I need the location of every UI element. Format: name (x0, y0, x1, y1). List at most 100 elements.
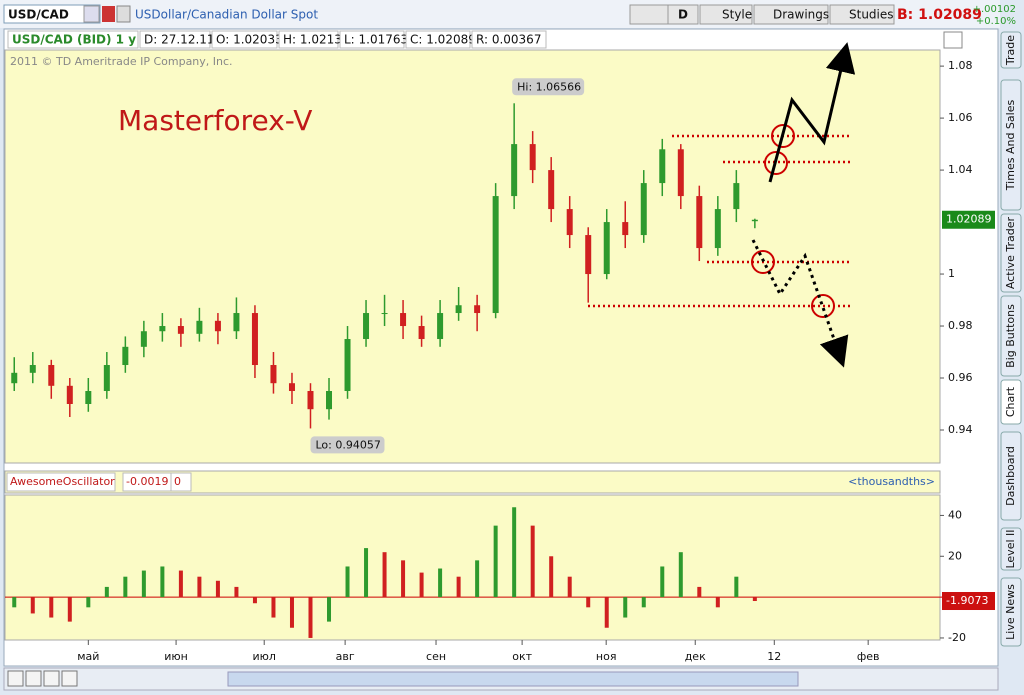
button-label: Style (722, 8, 752, 22)
side-tab[interactable] (1000, 31, 1022, 69)
side-tab[interactable] (1000, 295, 1022, 377)
oscillator-header (4, 470, 941, 494)
symbol: USD/CAD (8, 8, 69, 22)
header-field: C: 1.02089 (410, 33, 476, 47)
candle-body (177, 326, 184, 334)
x-tick-label: май (77, 650, 99, 663)
side-tab-label: Active Trader (1004, 216, 1017, 289)
candle-body (714, 209, 721, 249)
candle-body (270, 365, 277, 384)
candle-body (233, 313, 240, 332)
candle-body (622, 222, 629, 236)
header-field: R: 0.00367 (476, 33, 541, 47)
change-pct: +0.10% (976, 16, 1016, 27)
osc-bar (475, 560, 480, 598)
bull-arrow (768, 42, 856, 183)
candle-body (381, 313, 388, 315)
side-tab[interactable] (1000, 79, 1022, 211)
y-tick-label: -20 (948, 631, 966, 644)
header-cell (278, 30, 339, 49)
candle-body (66, 385, 73, 404)
symbol-description: USDollar/Canadian Dollar Spot (135, 8, 318, 22)
button-d[interactable] (667, 4, 699, 25)
osc-bar (12, 597, 17, 608)
osc-bar (530, 525, 535, 598)
osc-field (6, 472, 116, 492)
side-tab[interactable] (1000, 213, 1022, 293)
candle-body (326, 391, 333, 410)
x-tick-label: авг (336, 650, 355, 663)
y-tick-label: 0.96 (948, 371, 973, 384)
candle-body (29, 365, 36, 373)
bid-price: B: 1.02089 (897, 7, 982, 23)
side-tab-label: Dashboard (1004, 446, 1017, 506)
candle-body (474, 305, 481, 314)
osc-bar (49, 597, 54, 618)
zoom-button[interactable] (25, 670, 42, 687)
header-field: D: 27.12.11 (144, 33, 215, 47)
level-circles (751, 124, 835, 318)
x-tick-label: дек (685, 650, 706, 663)
symbol-input[interactable] (3, 4, 101, 24)
hash-icon[interactable] (116, 5, 131, 23)
osc-field-text: AwesomeOscillator (10, 475, 115, 488)
osc-bar (178, 570, 183, 598)
candle-body (677, 149, 684, 197)
osc-bar (623, 597, 628, 618)
y-tick-label: 0.94 (948, 423, 973, 436)
zoom-button[interactable] (61, 670, 78, 687)
last-price: 1.02089 (946, 213, 992, 226)
candle-body (251, 313, 258, 366)
candle-body (585, 235, 592, 275)
osc-bar (512, 507, 517, 598)
side-tab[interactable] (1000, 379, 1022, 425)
candle-body (140, 331, 147, 347)
side-tab-label: Times And Sales (1004, 100, 1017, 192)
header-cell (471, 30, 547, 49)
side-tab[interactable] (1000, 527, 1022, 571)
osc-bar (734, 576, 739, 598)
candle-body (103, 365, 110, 392)
dropdown[interactable] (83, 5, 100, 23)
link-icon[interactable] (102, 6, 115, 22)
candle-body (85, 391, 92, 404)
scroll-thumb[interactable] (227, 671, 799, 687)
candle-body (548, 170, 555, 210)
candle-body (48, 365, 55, 386)
header-cell (211, 30, 278, 49)
osc-bar (345, 566, 350, 598)
candle-body (363, 313, 370, 340)
header-field: L: 1.01763 (344, 33, 408, 47)
candle-body (418, 326, 425, 340)
zoom-button[interactable] (7, 670, 24, 687)
style-button[interactable] (699, 4, 753, 25)
header-field: O: 1.02033 (216, 33, 283, 47)
osc-bar (752, 597, 757, 602)
button-label: Drawings (773, 8, 829, 22)
osc-bar (160, 566, 165, 598)
header-cell (139, 30, 211, 49)
panel-icon[interactable] (943, 31, 963, 49)
osc-bar (641, 597, 646, 608)
osc-field-text: -0.0019 (126, 475, 168, 488)
osc-bar (234, 586, 239, 598)
osc-bar (86, 597, 91, 608)
zoom-button[interactable] (43, 670, 60, 687)
osc-bar (271, 597, 276, 618)
header-cell (7, 30, 139, 49)
side-tab-label: Level II (1004, 529, 1017, 568)
drawings-button[interactable] (753, 4, 829, 25)
side-tab[interactable] (1000, 431, 1022, 521)
osc-bar (327, 597, 332, 622)
osc-bar (567, 576, 572, 598)
y-tick-label: 1 (948, 267, 955, 280)
side-tab[interactable] (1000, 577, 1022, 647)
candle-body (529, 144, 536, 171)
y-tick-label: 1.04 (948, 163, 973, 176)
candle-body (511, 144, 518, 197)
y-tick-label: 1.06 (948, 111, 973, 124)
tool-button[interactable] (629, 4, 671, 25)
x-tick-label: 12 (767, 650, 781, 663)
studies-button[interactable] (829, 4, 895, 25)
osc-bar (308, 597, 313, 638)
